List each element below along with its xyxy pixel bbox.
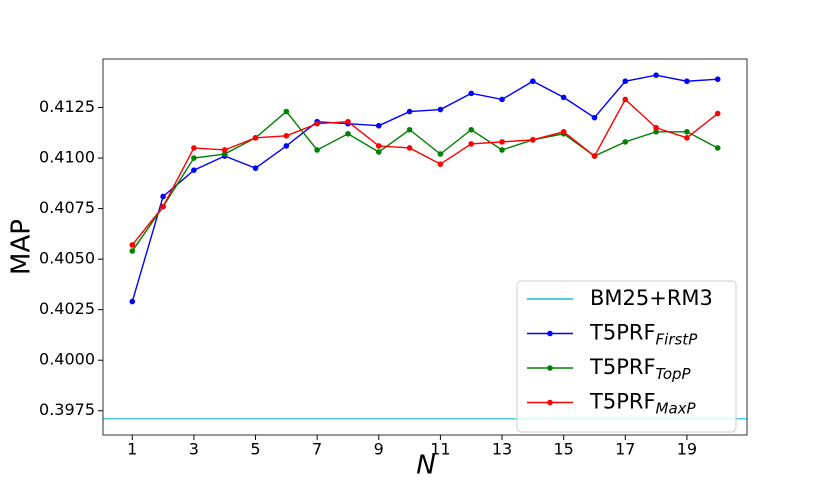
point — [129, 298, 136, 305]
point — [530, 78, 536, 85]
point — [375, 149, 382, 155]
legend-name: BM25+RM3 — [590, 286, 713, 310]
point — [653, 72, 659, 78]
point — [191, 145, 197, 151]
legend-name: T5PRF — [589, 355, 656, 379]
point — [283, 108, 290, 115]
point — [622, 139, 629, 145]
point — [221, 147, 228, 153]
point — [314, 147, 320, 153]
point — [622, 96, 629, 103]
point — [375, 143, 382, 149]
point — [714, 145, 721, 151]
point — [406, 145, 413, 151]
x-tick-label: 3 — [189, 440, 199, 459]
y-tick-label: 0.4100 — [39, 148, 95, 167]
legend-label: T5PRFFirstP — [589, 321, 698, 349]
x-tick-label: 9 — [374, 440, 384, 459]
legend-label: T5PRFTopP — [589, 355, 692, 383]
legend-name: T5PRF — [589, 321, 656, 345]
point — [345, 118, 351, 125]
point — [252, 135, 259, 141]
point — [468, 141, 475, 147]
y-tick-label: 0.4000 — [39, 350, 95, 369]
point — [560, 128, 567, 135]
y-tick-label: 0.3975 — [39, 400, 95, 419]
x-tick-label: 19 — [677, 440, 697, 459]
point — [437, 106, 444, 113]
y-tick-label: 0.4025 — [39, 299, 95, 318]
point — [345, 130, 351, 137]
point — [406, 108, 413, 115]
x-axis-label: N — [416, 451, 435, 481]
point — [252, 165, 259, 171]
x-tick-label: 17 — [615, 440, 635, 459]
point — [221, 151, 228, 157]
x-tick-label: 11 — [430, 440, 450, 459]
y-tick-label: 0.4050 — [39, 249, 95, 268]
point — [714, 110, 721, 117]
point — [468, 90, 475, 97]
series-line — [131, 98, 719, 246]
legend-box — [516, 280, 737, 433]
y-tick-label: 0.4075 — [39, 198, 95, 217]
point — [684, 78, 690, 85]
series-line — [131, 74, 718, 302]
point — [406, 126, 413, 133]
point — [499, 147, 505, 153]
point — [684, 128, 690, 135]
point — [591, 153, 598, 159]
legend-label: BM25+RM3 — [590, 286, 713, 310]
legend-marker — [547, 399, 553, 406]
x-tick-label: 5 — [250, 440, 260, 459]
plot-frame — [102, 58, 748, 436]
point — [283, 143, 290, 149]
point — [129, 248, 136, 254]
point — [622, 78, 629, 85]
point — [191, 155, 197, 161]
series-line — [131, 110, 719, 252]
legend-marker — [547, 330, 553, 337]
point — [530, 137, 536, 143]
x-tick-label: 13 — [492, 440, 512, 459]
legend-label: T5PRFMaxP — [589, 390, 697, 418]
point — [684, 135, 690, 141]
point — [314, 120, 320, 127]
point — [499, 96, 505, 103]
y-axis-label: MAP — [7, 219, 37, 275]
legend-subscript: TopP — [656, 365, 692, 383]
point — [283, 133, 290, 139]
point — [437, 151, 444, 157]
point — [591, 114, 598, 121]
legend-subscript: FirstP — [656, 330, 699, 348]
point — [653, 124, 659, 131]
legend-marker — [547, 365, 553, 371]
x-tick-label: 1 — [127, 440, 137, 459]
point — [191, 167, 197, 173]
x-tick-label: 15 — [553, 440, 573, 459]
point — [499, 139, 505, 145]
point — [160, 203, 166, 210]
point — [437, 161, 444, 167]
point — [375, 122, 382, 129]
legend-subscript: MaxP — [656, 399, 697, 417]
point — [653, 128, 659, 135]
point — [468, 126, 475, 133]
legend-name: T5PRF — [589, 390, 656, 414]
point — [560, 94, 567, 101]
y-tick-label: 0.4125 — [39, 97, 95, 116]
point — [129, 242, 136, 248]
x-tick-label: 7 — [312, 440, 322, 459]
point — [160, 193, 166, 200]
point — [714, 76, 721, 83]
